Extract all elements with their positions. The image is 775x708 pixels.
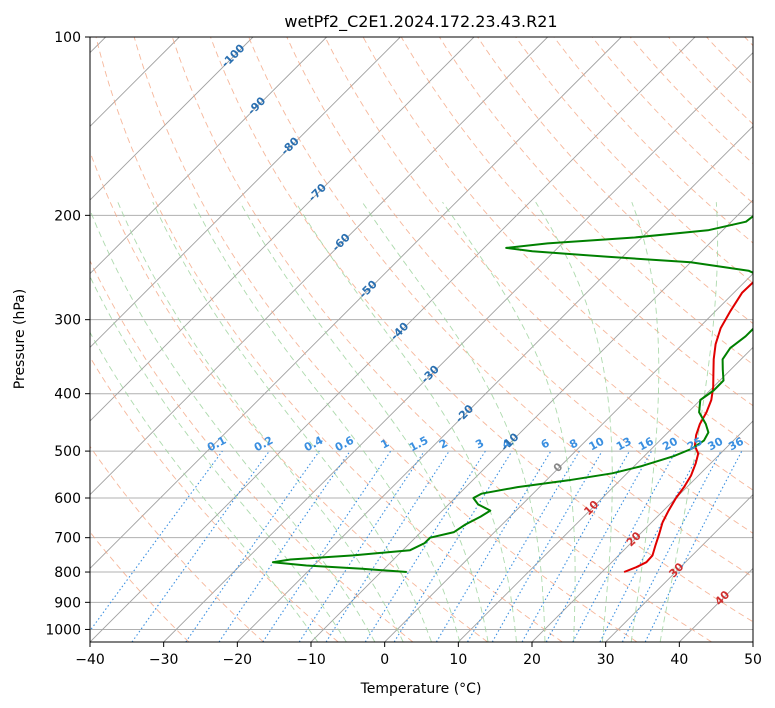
- mixing-ratio-label: 20: [660, 435, 680, 454]
- y-tick-label: 800: [54, 565, 81, 581]
- y-tick-label: 600: [54, 491, 81, 507]
- dry-adiabat-line: [210, 37, 753, 623]
- isotherm-line: [384, 273, 753, 642]
- mixing-ratio-label: 10: [587, 435, 607, 454]
- x-tick-label: −30: [149, 652, 179, 668]
- x-tick-label: 50: [744, 652, 762, 668]
- mixing-ratio-line: [572, 450, 677, 642]
- y-tick-label: 700: [54, 531, 81, 547]
- dry-adiabat-line: [400, 37, 753, 407]
- mixing-ratio-line: [435, 450, 552, 642]
- y-tick-label: 500: [54, 444, 81, 460]
- isotherm-line: [90, 37, 475, 422]
- dry-adiabat-line: [248, 37, 753, 578]
- dry-adiabat-line: [95, 37, 563, 642]
- isotherm-line: [90, 37, 401, 348]
- isotherm-line: [237, 125, 753, 642]
- chart-title: wetPf2_C2E1.2024.172.23.43.R21: [284, 12, 557, 32]
- plot-background: [90, 37, 753, 642]
- moist-adiabat-line: [239, 201, 489, 642]
- moist-adiabat-line: [442, 201, 576, 642]
- mixing-ratio-line: [491, 450, 603, 642]
- y-tick-label: 900: [54, 595, 81, 611]
- mixing-ratio-line: [545, 450, 653, 642]
- isotherm-line: [605, 494, 753, 642]
- dry-adiabat-line: [477, 37, 753, 325]
- isotherm-line: [163, 52, 753, 642]
- dry-adiabat-line: [629, 37, 753, 165]
- dry-adiabat-line: [324, 37, 753, 491]
- isotherm-line: [90, 37, 254, 201]
- mixing-ratio-line: [185, 450, 320, 642]
- mixing-ratio-line: [364, 450, 486, 642]
- dry-adiabat-line: [90, 259, 414, 642]
- moist-adiabat-line: [117, 201, 404, 642]
- x-tick-label: 30: [597, 652, 615, 668]
- mixing-ratio-label: 36: [726, 435, 746, 454]
- x-tick-label: −40: [75, 652, 105, 668]
- mixing-ratio-line: [521, 450, 630, 642]
- mixing-ratio-line: [90, 450, 223, 632]
- dry-adiabat-line: [90, 445, 264, 642]
- dry-adiabat-line: [362, 37, 753, 449]
- x-tick-label: −10: [296, 652, 326, 668]
- dry-adiabat-line: [171, 37, 712, 642]
- isotherm-line: [90, 37, 622, 569]
- x-tick-label: 20: [523, 652, 541, 668]
- isotherm-line: [90, 37, 548, 496]
- y-tick-label: 200: [54, 208, 81, 224]
- moist-adiabat-line: [90, 331, 319, 642]
- mixing-ratio-line: [393, 450, 513, 642]
- dry-adiabat-line: [515, 37, 753, 284]
- y-axis-title: Pressure (hPa): [12, 289, 28, 389]
- isotherm-line: [90, 37, 327, 275]
- mixing-ratio-line: [131, 450, 270, 642]
- mixing-ratio-line: [218, 450, 351, 642]
- dewpoint-profile-line: [271, 214, 753, 573]
- moist-adiabat-line: [295, 201, 517, 642]
- isotherm-line: [458, 346, 753, 642]
- y-tick-label: 100: [54, 30, 81, 46]
- mixing-ratio-label: 16: [636, 435, 656, 454]
- isotherm-line: [531, 420, 753, 642]
- dry-adiabat-line: [133, 37, 638, 642]
- mixing-ratio-label: 25: [685, 435, 705, 454]
- temperature-profile-line: [623, 280, 753, 573]
- mixing-ratio-line: [467, 450, 580, 642]
- moist-adiabat-line: [361, 201, 546, 642]
- x-axis-title: Temperature (°C): [360, 681, 482, 697]
- moist-adiabat-line: [90, 275, 347, 642]
- x-tick-label: 0: [380, 652, 389, 668]
- moist-adiabat-line: [535, 201, 613, 642]
- mixing-ratio-label: 30: [706, 435, 726, 454]
- y-tick-label: 400: [54, 387, 81, 403]
- moist-adiabat-line: [152, 201, 432, 642]
- mixing-ratio-line: [325, 450, 450, 642]
- plot-frame: [89, 36, 754, 643]
- mixing-ratio-label: 13: [614, 435, 634, 454]
- x-tick-label: −20: [223, 652, 253, 668]
- isotherm-line: [90, 37, 696, 642]
- dry-adiabat-line: [591, 37, 753, 204]
- y-tick-label: 300: [54, 313, 81, 329]
- isotherm-line: [752, 641, 753, 642]
- x-tick-label: 40: [670, 652, 688, 668]
- y-tick-label: 1000: [45, 622, 81, 638]
- x-tick-label: 10: [449, 652, 467, 668]
